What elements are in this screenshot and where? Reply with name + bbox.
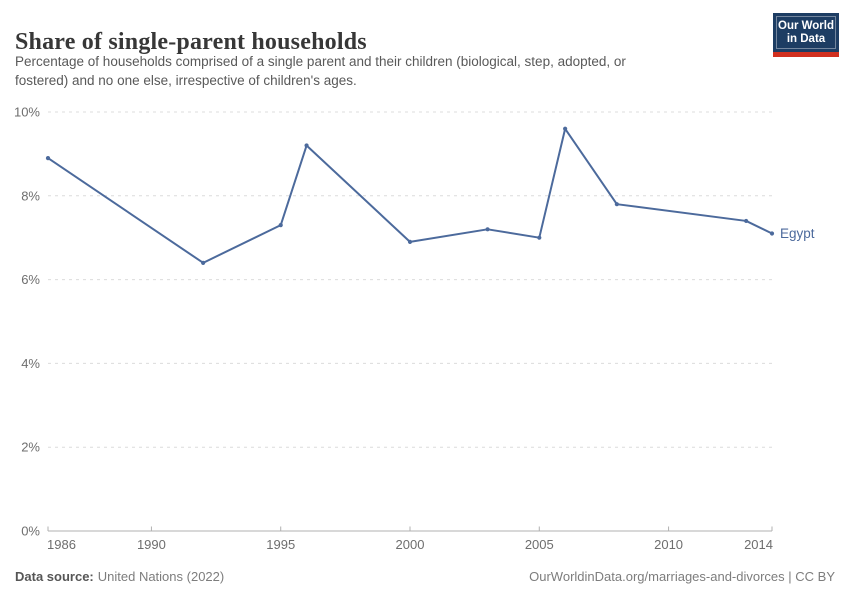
data-point[interactable] bbox=[304, 143, 309, 148]
y-tick-label: 2% bbox=[21, 440, 40, 455]
data-point[interactable] bbox=[563, 126, 568, 131]
owid-license-link[interactable]: OurWorldinData.org/marriages-and-divorce… bbox=[529, 569, 835, 584]
x-axis-tick-labels: 1986 1990 1995 2000 2005 2010 2014 bbox=[47, 537, 773, 552]
data-point[interactable] bbox=[407, 239, 413, 244]
y-tick-label: 6% bbox=[21, 272, 40, 287]
data-source-label: Data source: bbox=[15, 569, 94, 584]
y-tick-label: 4% bbox=[21, 356, 40, 371]
x-tick-label: 2014 bbox=[744, 537, 773, 552]
y-axis-tick-labels: 0% 2% 4% 6% 8% 10% bbox=[14, 105, 40, 539]
x-tick-label: 1990 bbox=[137, 537, 166, 552]
data-point[interactable] bbox=[201, 260, 206, 265]
owid-logo-box: Our World in Data bbox=[773, 13, 839, 52]
x-tick-label: 1986 bbox=[47, 537, 76, 552]
data-point[interactable] bbox=[278, 223, 283, 228]
data-point[interactable] bbox=[537, 235, 542, 240]
data-point[interactable] bbox=[45, 155, 51, 161]
y-tick-label: 8% bbox=[21, 188, 40, 203]
owid-logo[interactable]: Our World in Data bbox=[773, 13, 839, 57]
x-axis bbox=[47, 526, 773, 532]
chart-subtitle-line: Percentage of households comprised of a … bbox=[15, 54, 626, 69]
series-end-label[interactable]: Egypt bbox=[780, 226, 815, 241]
x-tick-label: 2010 bbox=[654, 537, 683, 552]
series-egypt[interactable]: Egypt bbox=[45, 126, 815, 265]
chart-subtitle: Percentage of households comprised of a … bbox=[15, 52, 626, 90]
chart-subtitle-line: fostered) and no one else, irrespective … bbox=[15, 73, 357, 88]
x-tick-label: 2000 bbox=[396, 537, 425, 552]
data-source-value: United Nations (2022) bbox=[97, 569, 225, 584]
owid-logo-text: Our World in Data bbox=[776, 16, 836, 49]
y-tick-label: 10% bbox=[14, 105, 40, 120]
data-point[interactable] bbox=[614, 202, 619, 207]
x-tick-label: 2005 bbox=[525, 537, 554, 552]
y-tick-label: 0% bbox=[21, 524, 40, 539]
data-point[interactable] bbox=[769, 231, 775, 236]
chart-title: Share of single-parent households bbox=[15, 29, 367, 56]
data-source: Data source: United Nations (2022) bbox=[15, 569, 224, 584]
y-gridlines bbox=[48, 111, 772, 448]
x-tick-label: 1995 bbox=[266, 537, 295, 552]
owid-logo-red-bar bbox=[773, 52, 839, 57]
data-point[interactable] bbox=[485, 227, 490, 232]
data-point[interactable] bbox=[744, 218, 749, 224]
chart-footer: Data source: United Nations (2022) OurWor… bbox=[15, 569, 835, 584]
